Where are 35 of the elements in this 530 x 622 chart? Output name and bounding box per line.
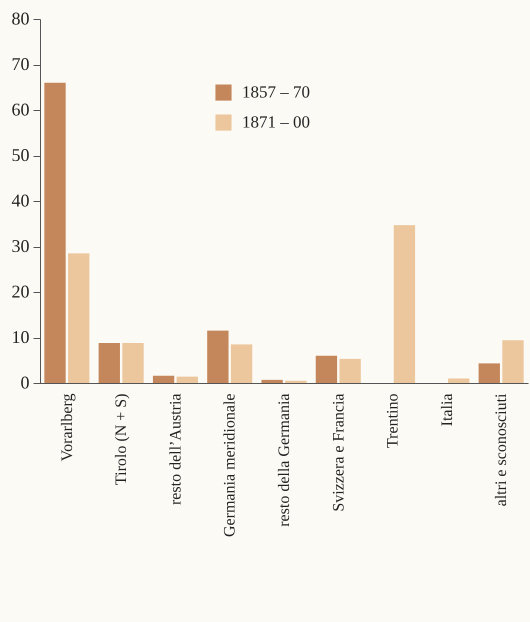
bar xyxy=(122,342,144,383)
bar xyxy=(230,344,252,383)
y-tick-label: 20 xyxy=(12,282,30,302)
x-tick-label: resto dell’Austria xyxy=(167,394,184,506)
bar xyxy=(176,376,198,383)
legend-label: 1857 – 70 xyxy=(242,82,310,102)
bar xyxy=(448,378,470,383)
legend-label: 1871 – 00 xyxy=(242,112,310,132)
bar xyxy=(44,82,66,383)
x-tick-label: Trentino xyxy=(384,394,402,448)
bar xyxy=(261,380,283,383)
y-tick-label: 70 xyxy=(12,54,30,74)
y-tick-label: 0 xyxy=(20,372,30,392)
y-tick-label: 50 xyxy=(12,145,30,165)
x-tick-label: Italia xyxy=(438,394,456,426)
x-tick-label: Vorarlberg xyxy=(58,394,76,462)
y-tick-label: 30 xyxy=(12,236,30,256)
x-tick-label: Tirolo (N + S) xyxy=(113,394,130,486)
bar xyxy=(98,342,120,383)
x-tick-label: resto della Germania xyxy=(276,394,293,527)
y-tick-label: 40 xyxy=(12,190,30,210)
bar xyxy=(339,358,361,383)
x-tick-label: Germania meridionale xyxy=(222,394,239,537)
bar xyxy=(394,225,416,383)
x-tick-label: Svizzera e Francia xyxy=(330,394,348,512)
bar xyxy=(152,376,174,383)
bar xyxy=(478,363,500,383)
bar xyxy=(502,340,524,383)
bar xyxy=(207,330,229,383)
bar xyxy=(316,356,338,383)
y-tick-label: 80 xyxy=(12,8,30,28)
x-tick-label: altri e sconosciuti xyxy=(493,392,510,506)
y-tick-label: 10 xyxy=(12,327,30,347)
y-tick-label: 60 xyxy=(12,100,30,120)
bar xyxy=(68,253,90,383)
